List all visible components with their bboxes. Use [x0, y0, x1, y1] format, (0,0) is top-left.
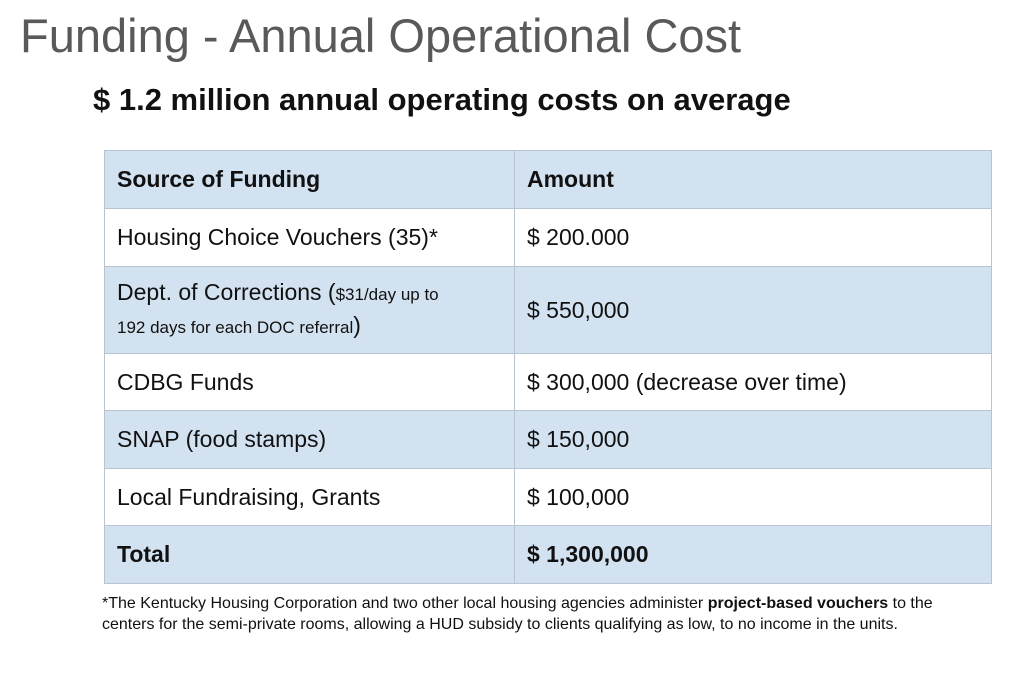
funding-table: Source of Funding Amount Housing Choice … [104, 150, 992, 584]
total-amount: $ 1,300,000 [514, 525, 992, 584]
table-row: Local Fundraising, Grants $ 100,000 [104, 468, 992, 526]
header-amount: Amount [514, 150, 992, 209]
row-source-close: ) [353, 312, 361, 338]
row-source: Housing Choice Vouchers (35)* [104, 208, 515, 267]
row-source: CDBG Funds [104, 353, 515, 411]
table-row: CDBG Funds $ 300,000 (decrease over time… [104, 353, 992, 411]
row-amount: $ 100,000 [514, 468, 992, 526]
header-source: Source of Funding [104, 150, 515, 209]
table-header-row: Source of Funding Amount [104, 150, 992, 209]
row-source-main: Dept. of Corrections ( [117, 279, 336, 305]
row-source: SNAP (food stamps) [104, 410, 515, 469]
row-amount: $ 300,000 (decrease over time) [514, 353, 992, 411]
row-amount: $ 200.000 [514, 208, 992, 267]
table-row: SNAP (food stamps) $ 150,000 [104, 410, 992, 469]
footnote: *The Kentucky Housing Corporation and tw… [102, 593, 982, 635]
row-amount: $ 150,000 [514, 410, 992, 469]
footnote-bold: project-based vouchers [707, 595, 889, 612]
table-total-row: Total $ 1,300,000 [104, 525, 992, 584]
row-source: Dept. of Corrections ($31/day up to 192 d… [104, 266, 515, 354]
page-subtitle: $ 1.2 million annual operating costs on … [93, 82, 791, 117]
footnote-text: *The Kentucky Housing Corporation and tw… [102, 595, 708, 612]
row-amount: $ 550,000 [514, 266, 992, 354]
row-source: Local Fundraising, Grants [104, 468, 515, 526]
total-label: Total [104, 525, 515, 584]
row-source-note: 192 days for each DOC referral [117, 318, 354, 337]
table-row: Dept. of Corrections ($31/day up to 192 d… [104, 266, 992, 354]
table-row: Housing Choice Vouchers (35)* $ 200.000 [104, 208, 992, 267]
footnote-text: to the centers for the semi-private room… [102, 595, 933, 633]
row-source-note: $31/day up to [335, 285, 439, 304]
page-title: Funding - Annual Operational Cost [20, 9, 742, 62]
